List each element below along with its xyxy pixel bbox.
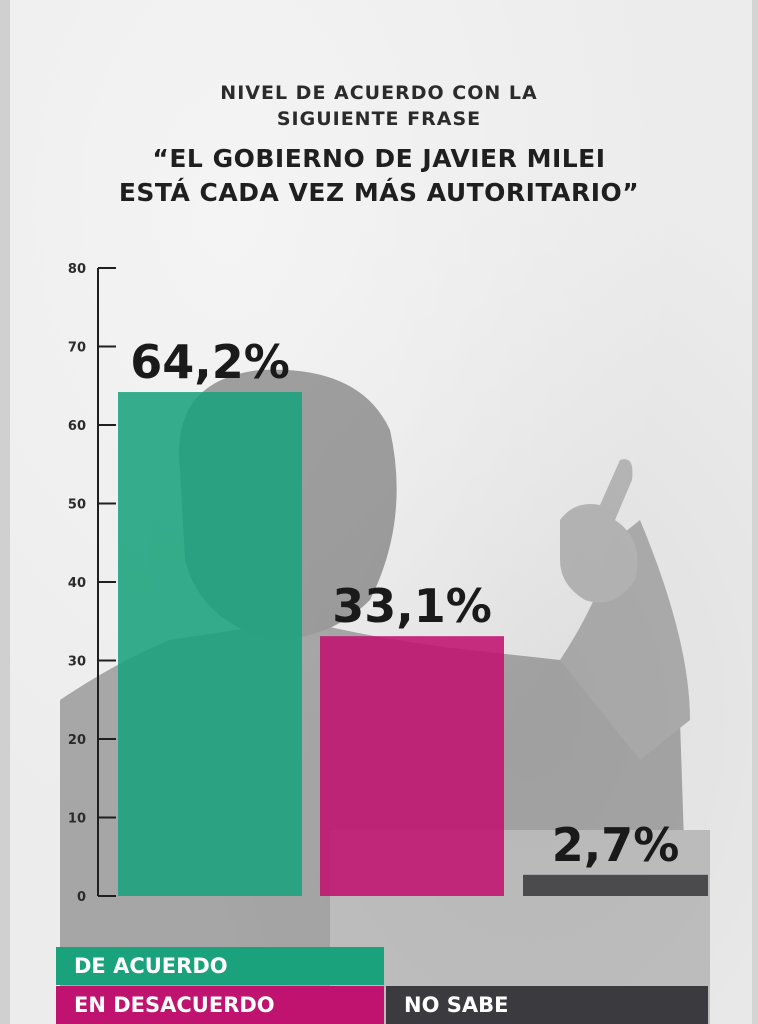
- y-axis: 0 10 20 30 40 50 60 70 80: [68, 262, 116, 905]
- legend-en-desacuerdo: EN DESACUERDO: [56, 986, 384, 1024]
- y-tick-label: 80: [68, 262, 86, 277]
- data-labels-group: 64,2% 33,1% 2,7%: [130, 335, 679, 872]
- bars-group: [118, 392, 708, 896]
- data-label-de-acuerdo: 64,2%: [130, 335, 290, 389]
- subtitle-line-1: NIVEL DE ACUERDO CON LA: [220, 82, 538, 104]
- right-border: [752, 0, 758, 1024]
- title-line-2: ESTÁ CADA VEZ MÁS AUTORITARIO”: [118, 178, 640, 207]
- chart-subtitle: NIVEL DE ACUERDO CON LA SIGUIENTE FRASE: [0, 80, 758, 132]
- subtitle-line-2: SIGUIENTE FRASE: [276, 108, 482, 130]
- y-tick-label: 30: [68, 655, 86, 670]
- legend-label-no-sabe: NO SABE: [404, 993, 509, 1017]
- y-tick-label: 60: [68, 419, 86, 434]
- legend-label-de-acuerdo: DE ACUERDO: [74, 954, 228, 978]
- data-label-en-desacuerdo: 33,1%: [332, 579, 492, 633]
- left-border: [0, 0, 10, 1024]
- data-label-no-sabe: 2,7%: [552, 818, 680, 872]
- y-tick-label: 70: [68, 341, 86, 356]
- speaker-arm-shape: [560, 520, 690, 760]
- y-tick-label: 50: [68, 498, 86, 513]
- legend-label-en-desacuerdo: EN DESACUERDO: [74, 993, 275, 1017]
- y-tick-label: 0: [77, 890, 86, 905]
- bar-no-sabe: [523, 874, 708, 896]
- legend-de-acuerdo: DE ACUERDO: [56, 947, 384, 985]
- legend-no-sabe: NO SABE: [386, 986, 708, 1024]
- bar-de-acuerdo: [118, 392, 302, 896]
- y-tick-label: 10: [68, 812, 86, 827]
- title-line-1: “EL GOBIERNO DE JAVIER MILEI: [152, 144, 606, 173]
- y-tick-label: 20: [68, 733, 86, 748]
- y-tick-label: 40: [68, 576, 86, 591]
- speaker-hand-shape: [560, 459, 638, 603]
- chart-title: “EL GOBIERNO DE JAVIER MILEI ESTÁ CADA V…: [0, 142, 758, 210]
- bar-en-desacuerdo: [320, 636, 504, 896]
